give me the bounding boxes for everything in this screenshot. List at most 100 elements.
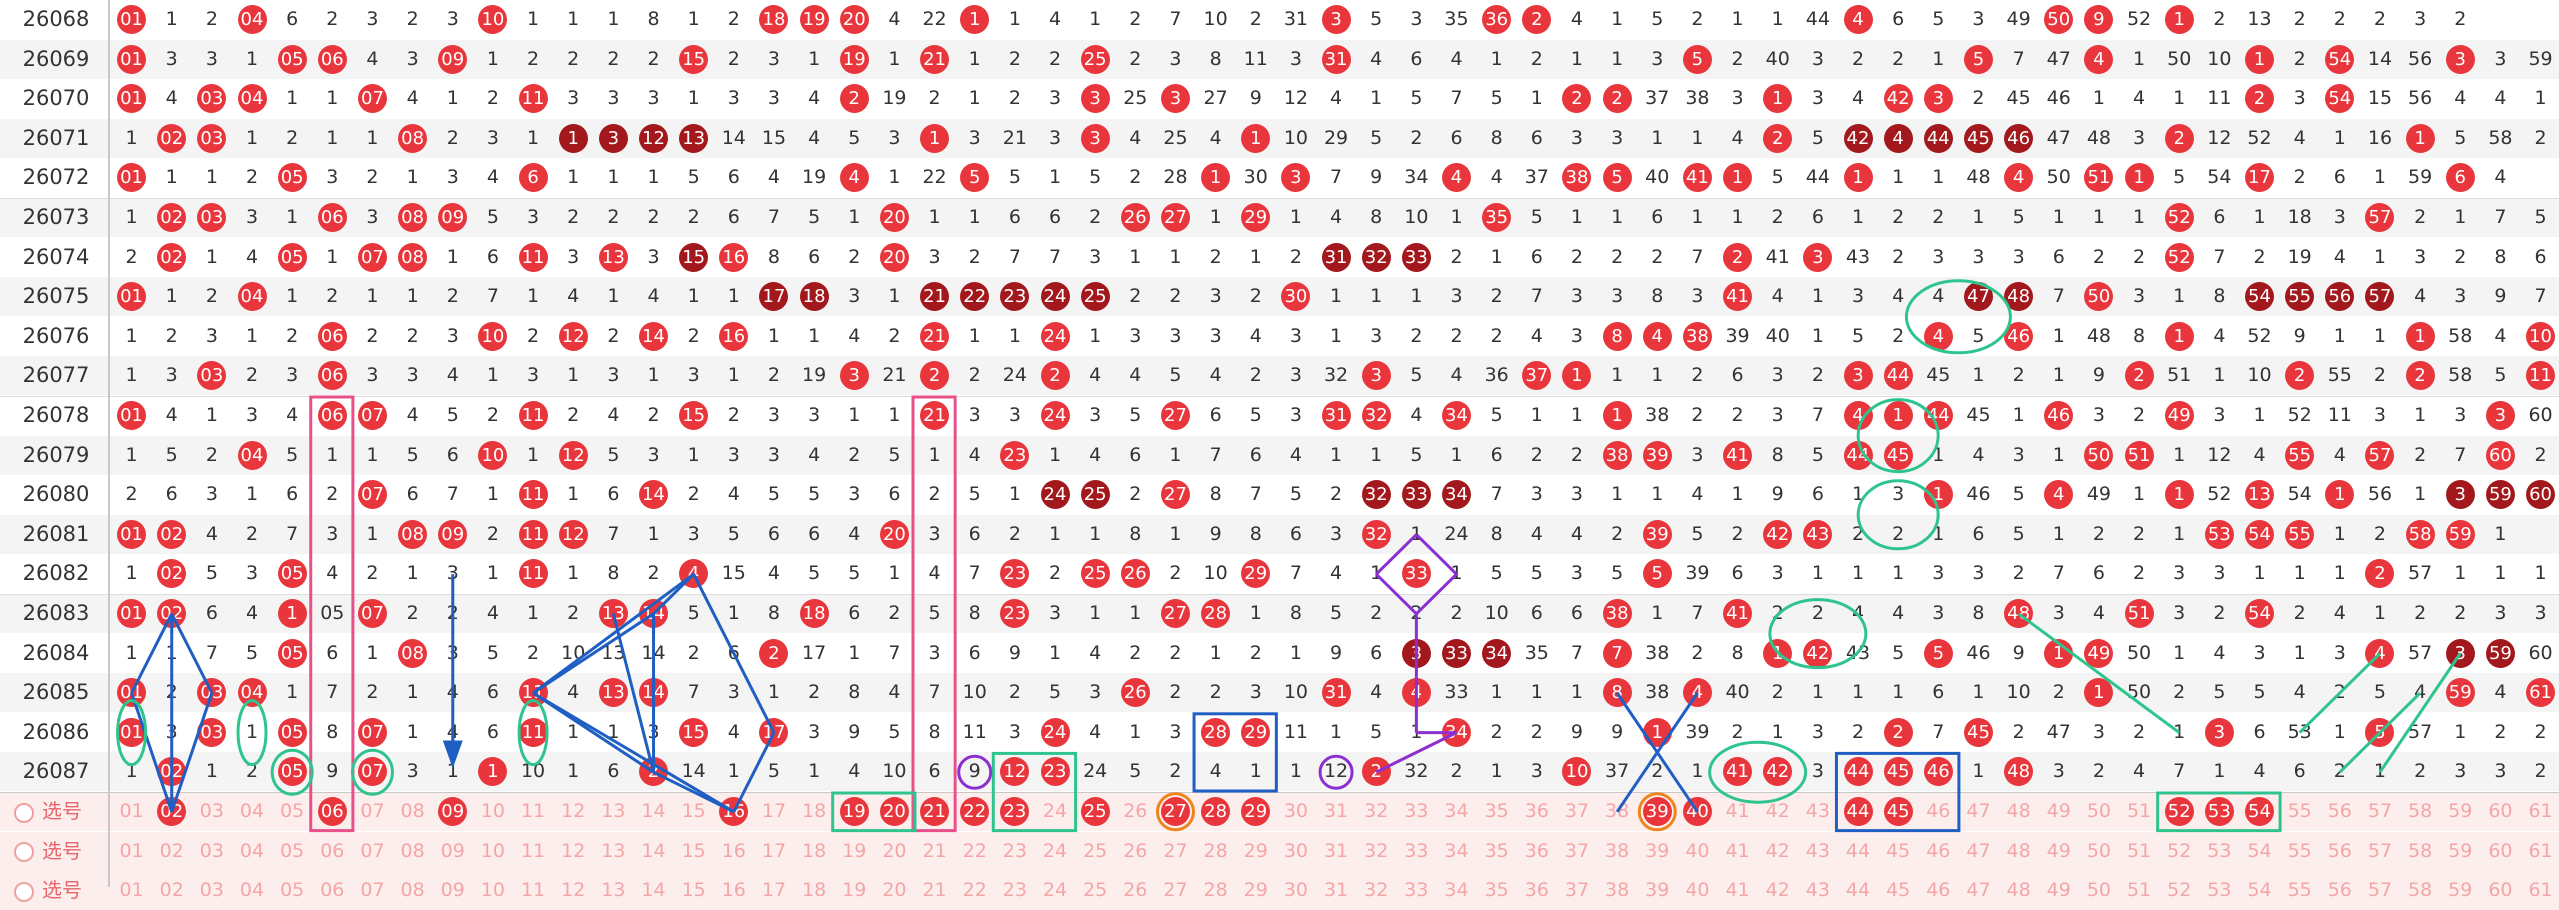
select-number[interactable]: 10 xyxy=(473,792,513,831)
select-number[interactable]: 43 xyxy=(1798,871,1838,910)
select-number[interactable]: 57 xyxy=(2360,792,2400,831)
select-number[interactable]: 50 xyxy=(2079,792,2119,831)
select-number[interactable]: 44 xyxy=(1838,832,1878,871)
select-number[interactable]: 21 xyxy=(915,871,955,910)
select-number[interactable]: 24 xyxy=(1035,792,1075,831)
select-number[interactable]: 11 xyxy=(513,792,553,831)
select-number[interactable]: 15 xyxy=(674,792,714,831)
select-number[interactable]: 26 xyxy=(1115,792,1155,831)
select-number[interactable]: 48 xyxy=(1999,832,2039,871)
selected-number[interactable]: 16 xyxy=(714,792,754,831)
select-number[interactable]: 56 xyxy=(2320,871,2360,910)
select-number[interactable]: 08 xyxy=(393,871,433,910)
select-number[interactable]: 39 xyxy=(1637,871,1677,910)
select-number[interactable]: 23 xyxy=(995,832,1035,871)
select-number[interactable]: 53 xyxy=(2199,871,2239,910)
select-number[interactable]: 51 xyxy=(2119,792,2159,831)
radio-icon[interactable] xyxy=(14,803,34,823)
select-number[interactable]: 26 xyxy=(1115,871,1155,910)
select-number[interactable]: 52 xyxy=(2159,832,2199,871)
select-number[interactable]: 26 xyxy=(1115,832,1155,871)
select-number[interactable]: 15 xyxy=(674,871,714,910)
select-number[interactable]: 19 xyxy=(834,871,874,910)
selected-number[interactable]: 29 xyxy=(1236,792,1276,831)
select-number[interactable]: 54 xyxy=(2239,832,2279,871)
select-number[interactable]: 03 xyxy=(192,871,232,910)
select-number[interactable]: 13 xyxy=(593,871,633,910)
select-number[interactable]: 49 xyxy=(2039,792,2079,831)
select-number[interactable]: 58 xyxy=(2400,832,2440,871)
select-number[interactable]: 22 xyxy=(955,832,995,871)
select-number[interactable]: 11 xyxy=(513,832,553,871)
select-number[interactable]: 38 xyxy=(1597,792,1637,831)
selected-number[interactable]: 09 xyxy=(433,792,473,831)
select-number[interactable]: 61 xyxy=(2521,871,2559,910)
select-number[interactable]: 14 xyxy=(633,832,673,871)
selected-number[interactable]: 25 xyxy=(1075,792,1115,831)
select-number[interactable]: 40 xyxy=(1677,832,1717,871)
select-number[interactable]: 60 xyxy=(2480,792,2520,831)
select-number[interactable]: 39 xyxy=(1637,832,1677,871)
select-number[interactable]: 05 xyxy=(272,832,312,871)
select-number[interactable]: 37 xyxy=(1557,832,1597,871)
select-number[interactable]: 12 xyxy=(553,832,593,871)
select-number[interactable]: 43 xyxy=(1798,832,1838,871)
select-number[interactable]: 24 xyxy=(1035,832,1075,871)
selector-label[interactable]: 选号 xyxy=(0,832,112,871)
select-number[interactable]: 37 xyxy=(1557,792,1597,831)
select-number[interactable]: 01 xyxy=(112,871,152,910)
select-number[interactable]: 55 xyxy=(2280,871,2320,910)
select-number[interactable]: 32 xyxy=(1356,832,1396,871)
select-number[interactable]: 46 xyxy=(1918,871,1958,910)
select-number[interactable]: 14 xyxy=(633,871,673,910)
select-number[interactable]: 58 xyxy=(2400,871,2440,910)
select-number[interactable]: 35 xyxy=(1477,871,1517,910)
select-number[interactable]: 48 xyxy=(1999,871,2039,910)
select-number[interactable]: 05 xyxy=(272,792,312,831)
select-number[interactable]: 34 xyxy=(1436,832,1476,871)
select-number[interactable]: 42 xyxy=(1758,832,1798,871)
select-number[interactable]: 18 xyxy=(794,871,834,910)
select-number[interactable]: 11 xyxy=(513,871,553,910)
select-number[interactable]: 29 xyxy=(1236,832,1276,871)
select-number[interactable]: 02 xyxy=(152,832,192,871)
selected-number[interactable]: 23 xyxy=(995,792,1035,831)
select-number[interactable]: 37 xyxy=(1557,871,1597,910)
select-number[interactable]: 27 xyxy=(1155,871,1195,910)
select-number[interactable]: 55 xyxy=(2280,832,2320,871)
select-number[interactable]: 61 xyxy=(2521,792,2559,831)
selected-number[interactable]: 20 xyxy=(874,792,914,831)
select-number[interactable]: 09 xyxy=(433,832,473,871)
selected-number[interactable]: 19 xyxy=(834,792,874,831)
select-number[interactable]: 31 xyxy=(1316,792,1356,831)
selected-number[interactable]: 44 xyxy=(1838,792,1878,831)
select-number[interactable]: 53 xyxy=(2199,832,2239,871)
select-number[interactable]: 31 xyxy=(1316,832,1356,871)
select-number[interactable]: 19 xyxy=(834,832,874,871)
select-number[interactable]: 01 xyxy=(112,832,152,871)
select-number[interactable]: 50 xyxy=(2079,832,2119,871)
select-number[interactable]: 17 xyxy=(754,832,794,871)
select-number[interactable]: 49 xyxy=(2039,832,2079,871)
selected-number[interactable]: 21 xyxy=(915,792,955,831)
select-number[interactable]: 01 xyxy=(112,792,152,831)
selector-label[interactable]: 选号 xyxy=(0,871,112,910)
select-number[interactable]: 08 xyxy=(393,832,433,871)
select-number[interactable]: 60 xyxy=(2480,832,2520,871)
select-number[interactable]: 33 xyxy=(1396,871,1436,910)
select-number[interactable]: 57 xyxy=(2360,871,2400,910)
select-number[interactable]: 42 xyxy=(1758,871,1798,910)
select-number[interactable]: 31 xyxy=(1316,871,1356,910)
select-number[interactable]: 51 xyxy=(2119,832,2159,871)
select-number[interactable]: 34 xyxy=(1436,871,1476,910)
selector-label[interactable]: 选号 xyxy=(0,792,112,831)
select-number[interactable]: 23 xyxy=(995,871,1035,910)
select-number[interactable]: 12 xyxy=(553,792,593,831)
select-number[interactable]: 46 xyxy=(1918,792,1958,831)
select-number[interactable]: 28 xyxy=(1196,871,1236,910)
select-number[interactable]: 40 xyxy=(1677,871,1717,910)
select-number[interactable]: 33 xyxy=(1396,832,1436,871)
select-number[interactable]: 15 xyxy=(674,832,714,871)
selected-number[interactable]: 02 xyxy=(152,792,192,831)
select-number[interactable]: 56 xyxy=(2320,832,2360,871)
